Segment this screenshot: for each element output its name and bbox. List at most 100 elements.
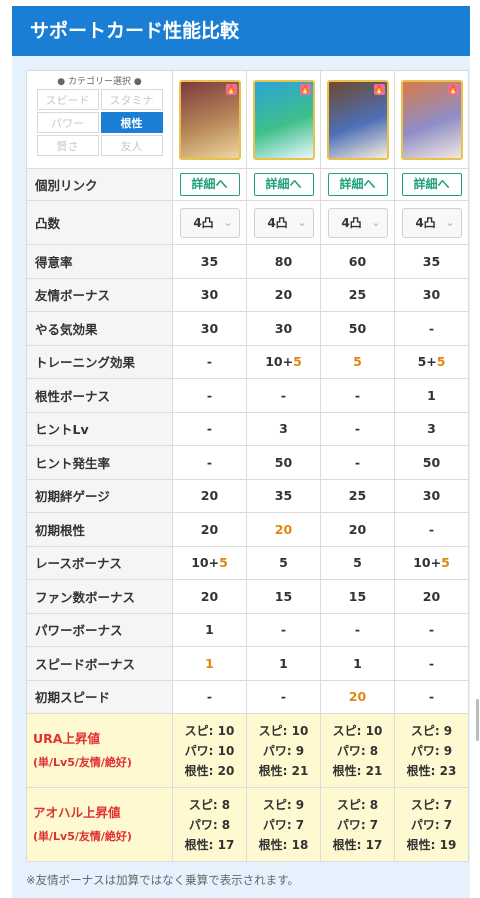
value-text: 30 bbox=[200, 287, 219, 303]
support-card-image[interactable]: 🔥 bbox=[326, 79, 389, 160]
chevron-down-icon: ⌄ bbox=[297, 215, 307, 229]
detail-link-button[interactable]: 詳細へ bbox=[179, 173, 240, 196]
value-text: - bbox=[280, 387, 287, 403]
value-text: 3 bbox=[279, 421, 288, 437]
stat-gain-line: 根性: 17 bbox=[332, 837, 383, 852]
stat-gain-line: パワ: 9 bbox=[262, 743, 305, 758]
stat-gain-line: スピ: 9 bbox=[410, 723, 453, 738]
value-cell: 30 bbox=[172, 311, 247, 346]
category-option-button[interactable]: スピード bbox=[36, 89, 99, 110]
table-row: 初期スピード - - 20 - bbox=[26, 679, 469, 714]
row-label: やる気効果 bbox=[26, 311, 173, 346]
stat-gain-line: スピ: 7 bbox=[410, 797, 453, 812]
value-text: 5 bbox=[279, 555, 288, 571]
value-cell: - bbox=[394, 679, 469, 714]
value-text: 20 bbox=[274, 287, 293, 303]
stat-gain-line: パワ: 10 bbox=[184, 743, 235, 758]
category-option-button[interactable]: 賢さ bbox=[36, 135, 99, 156]
table-row: レースボーナス 10+5 5 5 10+5 bbox=[26, 545, 469, 580]
table-row: トレーニング効果 -10+5 5 5+5 bbox=[26, 344, 469, 379]
detail-link-button[interactable]: 詳細へ bbox=[253, 173, 314, 196]
chevron-down-icon: ⌄ bbox=[223, 215, 233, 229]
limit-break-select[interactable]: 4凸 ⌄ bbox=[253, 207, 314, 238]
support-card-image[interactable]: 🔥 bbox=[252, 79, 315, 160]
value-text: 1 bbox=[427, 387, 436, 403]
value-text: 50 bbox=[348, 320, 367, 336]
highlight-value: 1 bbox=[205, 655, 214, 671]
stat-gain-row: URA上昇値 (単/Lv5/友情/絶好) スピ: 10 パワ: 10 根性: 20 スピ:… bbox=[26, 713, 469, 788]
highlight-value: 20 bbox=[348, 689, 367, 705]
row-label: トレーニング効果 bbox=[26, 344, 173, 379]
limit-break-select[interactable]: 4凸 ⌄ bbox=[401, 207, 462, 238]
value-cell: - bbox=[246, 378, 321, 413]
category-option-button[interactable]: 友人 bbox=[100, 135, 163, 156]
detail-link-button[interactable]: 詳細へ bbox=[327, 173, 388, 196]
support-card-image[interactable]: 🔥 bbox=[178, 79, 241, 160]
category-option-button[interactable]: 根性 bbox=[100, 112, 163, 133]
value-text: 20 bbox=[422, 588, 441, 604]
stat-gain-cell: スピ: 9 パワ: 7 根性: 18 bbox=[246, 787, 321, 862]
value-cell: 35 bbox=[172, 244, 247, 279]
value-cell: 30 bbox=[394, 277, 469, 312]
limit-break-cell: 4凸 ⌄ bbox=[320, 200, 395, 245]
footnote: ※友情ボーナスは加算ではなく乗算で表示されます。 bbox=[26, 873, 299, 887]
stat-row-subtitle: (単/Lv5/友情/絶好) bbox=[33, 829, 132, 843]
stat-gain-cell: スピ: 9 パワ: 9 根性: 23 bbox=[394, 713, 469, 788]
value-text: - bbox=[206, 354, 213, 370]
category-option-button[interactable]: パワー bbox=[36, 112, 99, 133]
value-text: - bbox=[206, 454, 213, 470]
value-text: 1 bbox=[353, 655, 362, 671]
category-option-button[interactable]: スタミナ bbox=[100, 89, 163, 110]
value-cell: - bbox=[320, 445, 395, 480]
detail-link-button[interactable]: 詳細へ bbox=[401, 173, 462, 196]
support-card-image[interactable]: 🔥 bbox=[400, 79, 463, 160]
row-label: 凸数 bbox=[26, 200, 173, 245]
table-row: ヒント発生率 - 50 - 50 bbox=[26, 445, 469, 480]
table-row: ファン数ボーナス 20 15 15 20 bbox=[26, 579, 469, 614]
value-text: 5 bbox=[353, 555, 362, 571]
limit-break-value: 4凸 bbox=[193, 215, 214, 230]
value-cell: 20 bbox=[320, 512, 395, 547]
value-text: 20 bbox=[200, 521, 219, 537]
stat-row-title: アオハル上昇値 bbox=[33, 804, 121, 820]
value-text: - bbox=[280, 689, 287, 705]
stat-gain-cell: スピ: 10 パワ: 10 根性: 20 bbox=[172, 713, 247, 788]
value-cell: - bbox=[246, 679, 321, 714]
limit-break-select[interactable]: 4凸 ⌄ bbox=[179, 207, 240, 238]
value-cell: 35 bbox=[246, 478, 321, 513]
value-text: 10+ bbox=[265, 354, 294, 370]
limit-break-value: 4凸 bbox=[415, 215, 436, 230]
row-label: スピードボーナス bbox=[26, 646, 173, 681]
stat-row-subtitle: (単/Lv5/友情/絶好) bbox=[33, 755, 132, 769]
value-cell: 1 bbox=[172, 612, 247, 647]
detail-link-cell: 詳細へ bbox=[320, 168, 395, 201]
value-text: 80 bbox=[274, 253, 293, 269]
value-cell: 5+5 bbox=[394, 344, 469, 379]
value-cell: 1 bbox=[394, 378, 469, 413]
value-cell: - bbox=[394, 646, 469, 681]
comparison-panel: サポートカード性能比較 ● カテゴリー選択 ● スピード スタミナ パワー 根性 賢さ友… bbox=[12, 6, 470, 898]
card-image-cell: 🔥 bbox=[246, 70, 321, 169]
table-row: 個別リンク 詳細へ 詳細へ 詳細へ 詳細へ bbox=[26, 168, 469, 201]
value-cell: - bbox=[394, 512, 469, 547]
type-flame-icon: 🔥 bbox=[447, 83, 459, 95]
chevron-down-icon: ⌄ bbox=[445, 215, 455, 229]
row-label: ヒント発生率 bbox=[26, 445, 173, 480]
value-text: 30 bbox=[200, 320, 219, 336]
category-selector: ● カテゴリー選択 ● スピード スタミナ パワー 根性 賢さ 友人 bbox=[26, 70, 173, 169]
card-image-cell: 🔥 bbox=[172, 70, 247, 169]
table-row: 友情ボーナス 30 20 25 30 bbox=[26, 277, 469, 312]
value-cell: 3 bbox=[246, 411, 321, 446]
row-label: 得意率 bbox=[26, 244, 173, 279]
detail-link-cell: 詳細へ bbox=[172, 168, 247, 201]
value-cell: 1 bbox=[246, 646, 321, 681]
value-cell: 15 bbox=[320, 579, 395, 614]
value-cell: - bbox=[172, 411, 247, 446]
limit-break-select[interactable]: 4凸 ⌄ bbox=[327, 207, 388, 238]
scrollbar[interactable] bbox=[476, 699, 479, 741]
value-text: - bbox=[428, 689, 435, 705]
value-text: 5+ bbox=[417, 354, 437, 370]
stat-row-label: アオハル上昇値 (単/Lv5/友情/絶好) bbox=[26, 787, 173, 862]
table-row: 初期絆ゲージ 20 35 25 30 bbox=[26, 478, 469, 513]
value-cell: 3 bbox=[394, 411, 469, 446]
